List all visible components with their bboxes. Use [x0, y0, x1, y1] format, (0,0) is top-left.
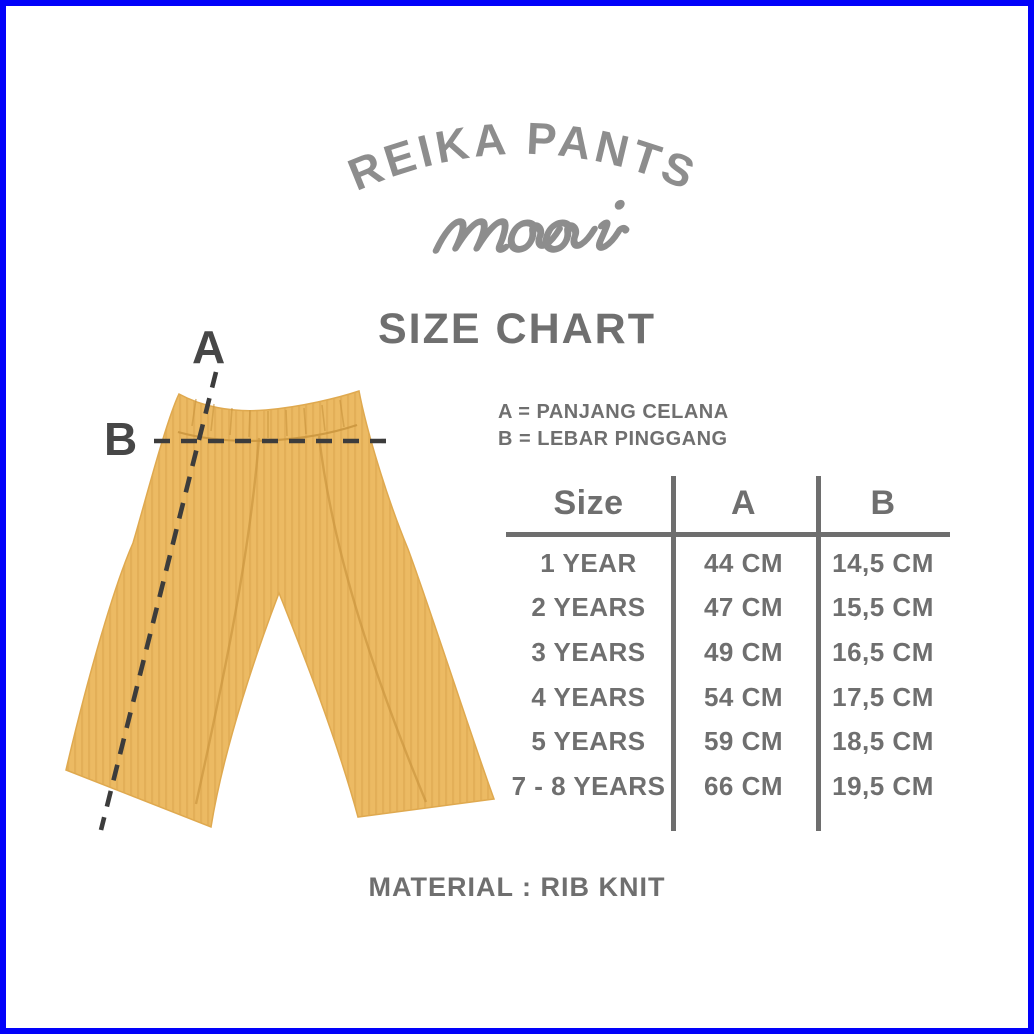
col-header-b: B — [870, 483, 896, 522]
table-row: 2 YEARS 47 CM 15,5 CM — [506, 586, 950, 631]
left-leg-crease — [194, 437, 261, 805]
measure-line-a — [98, 371, 219, 831]
waistband-gathers — [191, 398, 345, 438]
cell-a: 66 CM — [703, 770, 784, 801]
size-table-header: Size A B — [506, 478, 950, 528]
col-header-size: Size — [553, 483, 624, 522]
mooi-letter-m — [432, 218, 510, 254]
product-title-arc: REIKA PANTS — [341, 113, 701, 201]
mooi-letter-o2 — [542, 219, 598, 253]
cell-size: 3 YEARS — [531, 636, 646, 667]
cell-size: 5 YEARS — [531, 726, 646, 757]
brand-script-mooi — [432, 199, 630, 254]
table-row: 4 YEARS 54 CM 17,5 CM — [506, 675, 950, 720]
cell-a: 44 CM — [703, 547, 784, 578]
cell-a: 47 CM — [703, 592, 784, 623]
cell-b: 18,5 CM — [832, 726, 934, 757]
pants-body — [65, 390, 496, 829]
measurement-legend: A = PANJANG CELANA B = LEBAR PINGGANG — [498, 399, 729, 453]
table-row: 7 - 8 YEARS 66 CM 19,5 CM — [506, 764, 950, 809]
col-header-a: A — [730, 483, 757, 522]
cell-b: 16,5 CM — [832, 636, 934, 667]
cell-b: 15,5 CM — [832, 592, 934, 623]
cell-b: 14,5 CM — [832, 547, 934, 578]
table-divider-1 — [671, 476, 676, 831]
cell-size: 2 YEARS — [531, 592, 646, 623]
cell-size: 4 YEARS — [531, 681, 646, 712]
table-row: 3 YEARS 49 CM 16,5 CM — [506, 630, 950, 675]
table-row: 5 YEARS 59 CM 18,5 CM — [506, 719, 950, 764]
mooi-glyphs — [432, 199, 630, 254]
size-table-body: 1 YEAR 44 CM 14,5 CM 2 YEARS 47 CM 15,5 … — [506, 541, 950, 809]
cell-size: 1 YEAR — [540, 547, 637, 578]
material-note: MATERIAL : RIB KNIT — [368, 872, 666, 902]
mooi-letter-i — [595, 219, 630, 251]
cell-size: 7 - 8 YEARS — [511, 770, 666, 801]
measure-label-a: A — [192, 321, 226, 373]
cell-a: 54 CM — [703, 681, 784, 712]
cell-b: 19,5 CM — [832, 770, 934, 801]
size-table: Size A B 1 YEAR 44 CM 14,5 CM 2 YEARS 47… — [506, 474, 950, 834]
pants-illustration — [65, 371, 496, 831]
cell-a: 49 CM — [703, 636, 784, 667]
legend-line-a: A = PANJANG CELANA — [498, 401, 729, 423]
cell-a: 59 CM — [703, 726, 784, 757]
measure-label-b: B — [104, 413, 138, 465]
size-chart-heading: SIZE CHART — [378, 305, 656, 353]
table-header-rule — [506, 532, 950, 537]
right-leg-crease — [317, 435, 428, 803]
mooi-i-dot — [614, 199, 625, 210]
cell-b: 17,5 CM — [832, 681, 934, 712]
table-divider-2 — [816, 476, 821, 831]
legend-line-b: B = LEBAR PINGGANG — [498, 428, 728, 450]
table-row: 1 YEAR 44 CM 14,5 CM — [506, 541, 950, 586]
